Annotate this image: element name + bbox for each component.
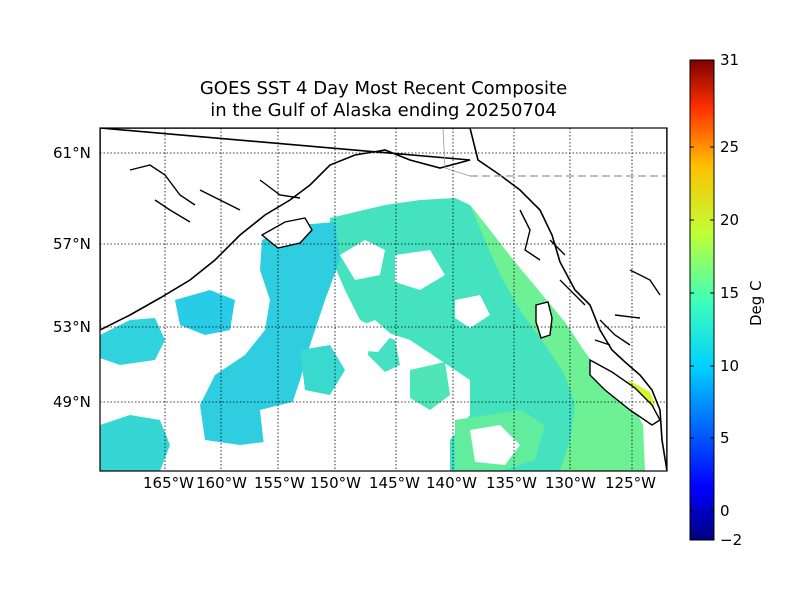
lon-label: 160°W	[196, 474, 247, 492]
map-title-line2: in the Gulf of Alaska ending 20250704	[210, 100, 557, 121]
lon-label: 145°W	[369, 474, 420, 492]
colorbar-tick-label: 15	[720, 284, 740, 302]
lon-label: 150°W	[310, 474, 361, 492]
colorbar-tick-label: 25	[720, 138, 740, 156]
sst-patch	[100, 318, 165, 365]
lon-label: 165°W	[143, 474, 194, 492]
sst-patch	[410, 362, 450, 410]
colorbar-tick-label: 10	[720, 357, 740, 375]
colorbar-tick-label: 5	[720, 429, 730, 447]
lon-label: 140°W	[426, 474, 477, 492]
graticule	[100, 128, 667, 471]
colorbar-ticks	[690, 59, 714, 512]
lat-label: 49°N	[53, 393, 91, 411]
colorbar-unit-label: Deg C	[747, 280, 765, 326]
sst-data-layer	[100, 198, 655, 471]
colorbar-tick-label: −2	[720, 531, 743, 549]
coastline-layer	[100, 128, 667, 471]
alaska-mainland	[100, 128, 667, 471]
vancouver-island	[589, 358, 661, 426]
lon-label: 125°W	[605, 474, 656, 492]
sst-patch	[175, 290, 235, 335]
map-title: GOES SST 4 Day Most Recent Composite in …	[100, 78, 667, 122]
sst-patch	[300, 345, 345, 395]
colorbar-tick-label: 20	[720, 211, 740, 229]
lon-label: 130°W	[545, 474, 596, 492]
lat-label: 61°N	[53, 144, 91, 162]
lon-label: 135°W	[486, 474, 537, 492]
colorbar-tick-label: 31	[720, 51, 740, 69]
colorbar-tick-label: 0	[720, 502, 730, 520]
colorbar	[689, 59, 715, 541]
sst-patch	[200, 222, 340, 445]
lon-label: 155°W	[254, 474, 305, 492]
sst-patch	[100, 415, 170, 471]
lat-label: 57°N	[53, 235, 91, 253]
haida-gwaii	[535, 301, 553, 339]
map-frame	[99, 127, 668, 472]
map-title-line1: GOES SST 4 Day Most Recent Composite	[199, 78, 568, 99]
lat-label: 53°N	[53, 318, 91, 336]
canada-border	[442, 128, 471, 177]
